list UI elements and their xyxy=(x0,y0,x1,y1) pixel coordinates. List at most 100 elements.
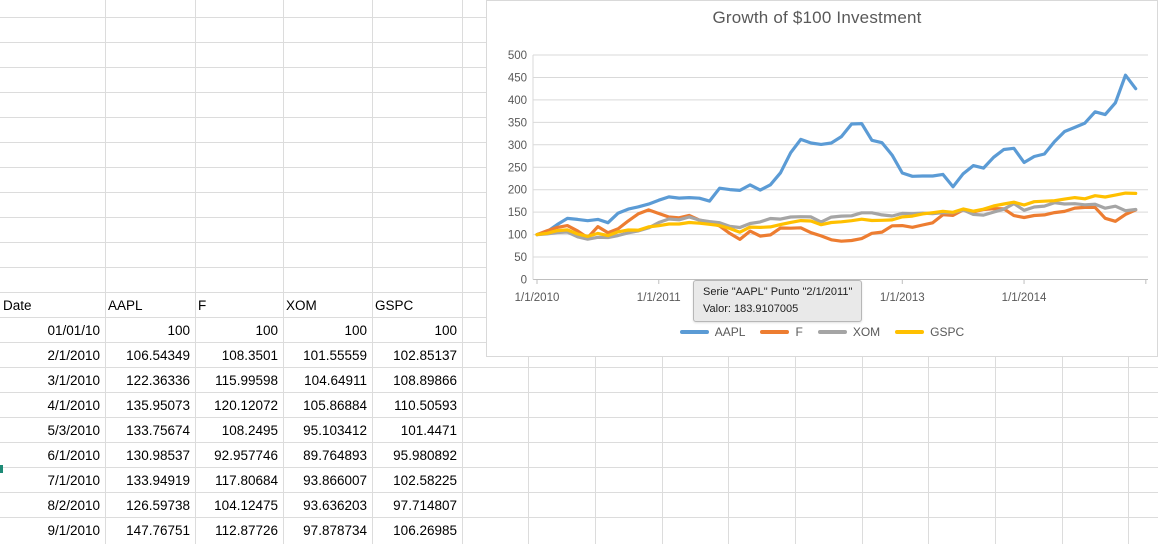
series-line-GSPC[interactable] xyxy=(535,191,1138,238)
table-cell[interactable]: 93.866007 xyxy=(303,473,367,488)
table-cell[interactable]: 8/2/2010 xyxy=(47,498,100,513)
table-row: 3/1/2010 122.36336 115.99598 104.64911 108.8… xyxy=(0,368,462,393)
table-cell[interactable]: 133.75674 xyxy=(126,423,190,438)
table-cell[interactable]: 104.64911 xyxy=(304,373,367,388)
table-cell[interactable]: 102.58225 xyxy=(393,473,457,488)
table-cell[interactable]: 3/1/2010 xyxy=(47,373,100,388)
legend-item-XOM[interactable]: XOM xyxy=(817,325,881,339)
table-cell[interactable]: 106.54349 xyxy=(126,348,190,363)
table-cell[interactable]: 100 xyxy=(167,323,190,338)
table-cell[interactable]: 105.86884 xyxy=(303,398,367,413)
table-cell[interactable]: 89.764893 xyxy=(303,448,367,463)
y-axis-tick-label: 50 xyxy=(514,252,527,264)
table-cell[interactable]: 106.26985 xyxy=(393,523,457,538)
table-row: 4/1/2010 135.95073 120.12072 105.86884 110.5… xyxy=(0,393,462,418)
table-cell[interactable]: 147.76751 xyxy=(126,523,190,538)
table-cell[interactable]: 95.980892 xyxy=(393,448,457,463)
table-cell[interactable]: 01/01/10 xyxy=(47,323,100,338)
table-cell[interactable]: 101.55559 xyxy=(303,348,367,363)
legend-swatch-AAPL xyxy=(679,330,709,334)
table-cell[interactable]: 126.59738 xyxy=(126,498,190,513)
legend-label: F xyxy=(795,325,803,339)
table-cell[interactable]: 108.2495 xyxy=(221,423,278,438)
column-gridline xyxy=(195,0,196,544)
table-cell[interactable]: 100 xyxy=(344,323,367,338)
table-cell[interactable]: 101.4471 xyxy=(400,423,457,438)
table-cell[interactable]: 97.714807 xyxy=(393,498,457,513)
table-cell[interactable]: 2/1/2010 xyxy=(47,348,100,363)
y-axis-tick-label: 200 xyxy=(508,185,527,197)
table-cell[interactable]: 133.94919 xyxy=(126,473,190,488)
legend-item-GSPC[interactable]: GSPC xyxy=(895,325,964,339)
table-cell[interactable]: 130.98537 xyxy=(126,448,190,463)
table-header-cell[interactable]: Date xyxy=(3,298,32,313)
table-cell[interactable]: 100 xyxy=(255,323,278,338)
table-cell[interactable]: 115.99598 xyxy=(215,373,278,388)
table-cell[interactable]: 112.87726 xyxy=(215,523,278,538)
y-axis-tick-label: 450 xyxy=(508,72,527,84)
row-edge-indicator xyxy=(0,465,3,473)
table-cell[interactable]: 102.85137 xyxy=(393,348,457,363)
table-header-cell[interactable]: XOM xyxy=(286,298,317,313)
table-header-cell[interactable]: F xyxy=(198,298,207,313)
legend-item-F[interactable]: F xyxy=(760,325,803,339)
column-gridline xyxy=(105,0,106,544)
table-row: 7/1/2010 133.94919 117.80684 93.866007 102.5… xyxy=(0,468,462,493)
x-axis-tick-label: 1/1/2014 xyxy=(1002,292,1047,304)
table-header-row: Date AAPL F XOM GSPC xyxy=(0,293,462,318)
y-axis-tick-label: 400 xyxy=(508,95,527,107)
chart-panel[interactable]: Growth of $100 Investment 0 50 100 150 200 25… xyxy=(486,0,1158,357)
price-table: Date AAPL F XOM GSPC 01/01/10 100 100 100 100 2/1… xyxy=(0,293,462,543)
legend-swatch-XOM xyxy=(817,330,847,334)
line-chart[interactable]: 0 50 100 150 200 250 300 350 400 450 500 1/1/2010 1/… xyxy=(487,1,1158,358)
table-cell[interactable]: 93.636203 xyxy=(303,498,367,513)
table-cell[interactable]: 120.12072 xyxy=(214,398,278,413)
legend-label: AAPL xyxy=(714,325,746,339)
table-cell[interactable]: 92.957746 xyxy=(214,448,278,463)
y-axis-tick-label: 150 xyxy=(508,207,527,219)
table-cell[interactable]: 97.878734 xyxy=(303,523,367,538)
table-cell[interactable]: 9/1/2010 xyxy=(47,523,100,538)
y-axis-tick-label: 350 xyxy=(508,117,527,129)
chart-legend[interactable]: AAPL F XOM GSPC xyxy=(487,323,1157,341)
series-line-AAPL[interactable] xyxy=(535,73,1138,237)
table-cell[interactable]: 135.95073 xyxy=(126,398,190,413)
legend-label: XOM xyxy=(852,325,881,339)
tooltip-value: Valor: 183.9107005 xyxy=(703,302,799,315)
table-header-cell[interactable]: GSPC xyxy=(375,298,414,313)
table-header-cell[interactable]: AAPL xyxy=(108,298,143,313)
table-row: 9/1/2010 147.76751 112.87726 97.878734 106.2… xyxy=(0,518,462,543)
series-line-F[interactable] xyxy=(535,205,1138,243)
table-cell[interactable]: 104.12475 xyxy=(214,498,278,513)
legend-swatch-F xyxy=(760,330,790,334)
tooltip-series-point: Serie "AAPL" Punto "2/1/2011" xyxy=(703,286,853,298)
legend-item-AAPL[interactable]: AAPL xyxy=(679,325,746,339)
table-row: 2/1/2010 106.54349 108.3501 101.55559 102.85… xyxy=(0,343,462,368)
table-row: 6/1/2010 130.98537 92.957746 89.764893 95.98… xyxy=(0,443,462,468)
table-cell[interactable]: 7/1/2010 xyxy=(47,473,100,488)
table-cell[interactable]: 5/3/2010 xyxy=(47,423,100,438)
table-cell[interactable]: 117.80684 xyxy=(215,473,278,488)
table-cell[interactable]: 100 xyxy=(434,323,457,338)
table-cell[interactable]: 6/1/2010 xyxy=(47,448,100,463)
table-cell[interactable]: 95.103412 xyxy=(303,423,367,438)
column-gridline xyxy=(372,0,373,544)
chart-title[interactable]: Growth of $100 Investment xyxy=(712,8,922,27)
legend-swatch-GSPC xyxy=(895,330,925,334)
x-axis-tick-label: 1/1/2011 xyxy=(637,292,681,304)
y-axis-tick-label: 250 xyxy=(508,162,527,174)
column-gridline xyxy=(462,0,463,544)
table-row: 01/01/10 100 100 100 100 xyxy=(0,318,462,343)
table-cell[interactable]: 110.50593 xyxy=(394,398,457,413)
x-axis-tick-label: 1/1/2010 xyxy=(515,292,560,304)
table-row: 5/3/2010 133.75674 108.2495 95.103412 101.44… xyxy=(0,418,462,443)
table-cell[interactable]: 122.36336 xyxy=(126,373,190,388)
chart-tooltip: Serie "AAPL" Punto "2/1/2011" Valor: 183… xyxy=(693,280,863,322)
y-axis-tick-label: 500 xyxy=(508,50,527,62)
table-cell[interactable]: 108.3501 xyxy=(221,348,278,363)
table-cell[interactable]: 108.89866 xyxy=(393,373,457,388)
y-axis-tick-label: 0 xyxy=(521,275,527,287)
table-cell[interactable]: 4/1/2010 xyxy=(47,398,100,413)
y-axis-tick-label: 100 xyxy=(508,230,527,242)
